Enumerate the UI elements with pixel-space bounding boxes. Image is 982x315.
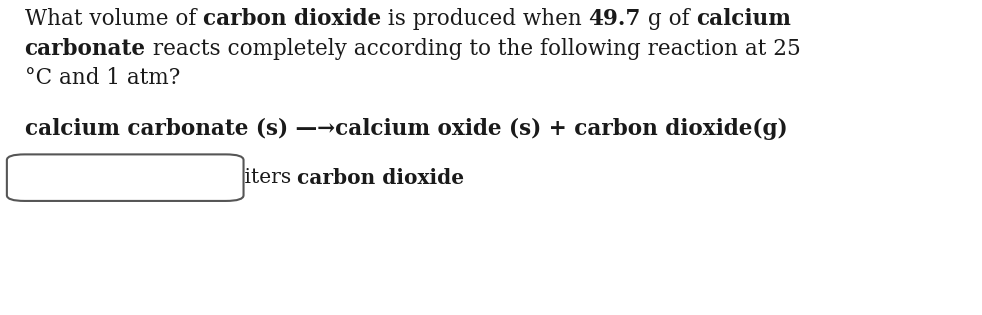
Text: °C and 1 atm?: °C and 1 atm? [25, 67, 180, 89]
Text: What volume of: What volume of [25, 8, 203, 30]
Text: calcium: calcium [696, 8, 791, 30]
Text: carbon dioxide: carbon dioxide [203, 8, 381, 30]
Text: carbonate: carbonate [25, 38, 145, 60]
Text: 49.7: 49.7 [588, 8, 641, 30]
Text: carbon dioxide: carbon dioxide [298, 168, 464, 188]
Text: reacts completely according to the following reaction at 25: reacts completely according to the follo… [145, 38, 800, 60]
FancyBboxPatch shape [7, 154, 244, 201]
Text: liters: liters [238, 168, 298, 187]
Text: is produced when: is produced when [381, 8, 588, 30]
Text: calcium carbonate (s) —→calcium oxide (s) + carbon dioxide(g): calcium carbonate (s) —→calcium oxide (s… [25, 118, 788, 140]
Text: g of: g of [641, 8, 696, 30]
